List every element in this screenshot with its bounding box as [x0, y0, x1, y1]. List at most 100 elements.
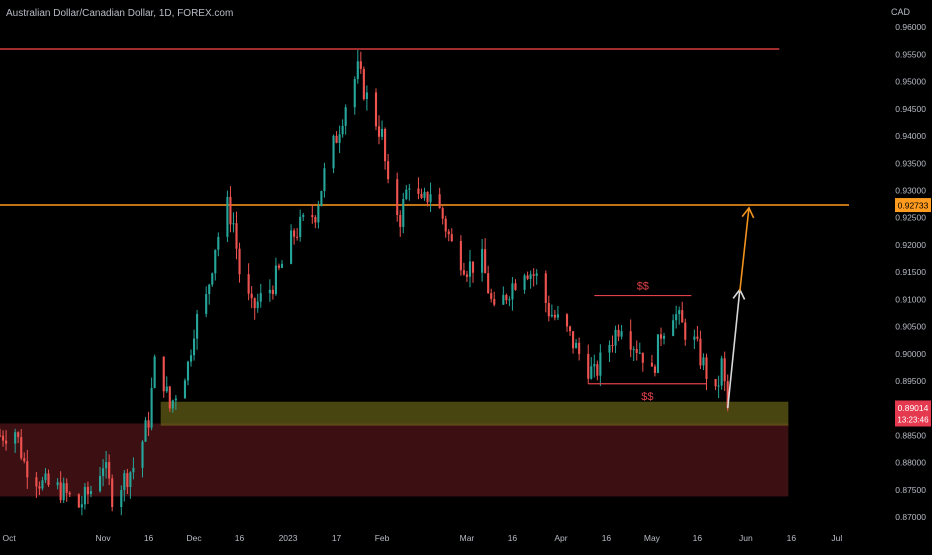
candle-body — [123, 473, 126, 491]
time-tick-label: Apr — [554, 533, 567, 543]
candle-body — [102, 468, 105, 476]
candle-body — [505, 294, 508, 301]
candle-body — [17, 432, 20, 438]
candle-body — [320, 191, 323, 206]
candle-body — [1, 435, 5, 441]
candle-body — [556, 314, 559, 318]
candle-body — [153, 356, 156, 388]
candle-body — [429, 194, 432, 203]
countdown-text: 13:23:46 — [897, 415, 929, 424]
price-tick-label: 0.87500 — [895, 485, 926, 495]
candle-body — [484, 249, 487, 274]
candle-body — [565, 314, 569, 327]
candle-body — [235, 223, 238, 249]
candle-body — [205, 294, 208, 314]
time-tick-label: 16 — [235, 533, 245, 543]
candle-body — [447, 231, 450, 235]
candle-body — [65, 483, 68, 493]
time-tick-label: Nov — [96, 533, 112, 543]
time-tick-label: 16 — [144, 533, 154, 543]
candle-body — [44, 473, 47, 481]
candle-body — [41, 480, 44, 489]
candle-body — [323, 168, 326, 192]
candle-body — [399, 214, 402, 227]
time-tick-label: Oct — [2, 533, 16, 543]
candle-body — [256, 301, 259, 309]
liquidity-label-1: $$ — [641, 391, 653, 403]
candle-body — [720, 358, 723, 386]
level-price-text: 0.92733 — [898, 201, 929, 211]
candle-body — [26, 461, 29, 478]
current-price-tag — [895, 400, 931, 427]
candle-body — [384, 128, 387, 162]
candle-body — [86, 486, 89, 495]
candle-body — [189, 355, 193, 362]
candle-body — [0, 435, 2, 437]
price-tick-label: 0.92000 — [895, 240, 926, 250]
candle-body — [196, 313, 199, 339]
candle-body — [408, 188, 411, 190]
candle-body — [508, 299, 511, 301]
candle-body — [317, 205, 320, 223]
zones-layer — [0, 401, 789, 497]
candle-body — [108, 462, 111, 479]
candle-body — [126, 473, 129, 488]
candle-body — [129, 472, 132, 488]
candle-body — [68, 492, 71, 495]
candle-body — [274, 265, 277, 295]
candle-body — [214, 249, 217, 274]
time-tick-label: Feb — [375, 533, 390, 543]
candle-body — [629, 331, 632, 350]
candle-body — [490, 293, 493, 299]
candle-body — [426, 191, 429, 203]
candle-body — [502, 294, 505, 305]
candle-body — [444, 218, 447, 232]
candle-body — [678, 310, 681, 315]
projection-arrowhead-1 — [741, 206, 755, 219]
candle-body — [374, 92, 378, 127]
candle-body — [714, 378, 717, 387]
candle-body — [553, 314, 556, 318]
price-tick-label: 0.92500 — [895, 213, 926, 223]
liquidity-label-0: $$ — [637, 281, 649, 293]
candle-body — [547, 302, 550, 317]
candle-body — [141, 441, 144, 468]
candle-body — [89, 491, 93, 495]
candle-body — [675, 314, 678, 321]
candle-body — [529, 274, 532, 279]
candle-body — [417, 188, 420, 194]
candle-body — [38, 486, 41, 489]
candle-body — [396, 179, 399, 215]
candle-body — [296, 236, 299, 238]
candle-body — [5, 440, 8, 444]
candle-body — [186, 361, 190, 381]
time-tick-label: 16 — [602, 533, 612, 543]
candle-body — [526, 275, 529, 279]
price-tick-label: 0.94000 — [895, 131, 926, 141]
price-labels-layer: 0.92733 0.89014 13:23:46 — [895, 198, 931, 427]
candle-body — [596, 364, 599, 376]
candle-body — [208, 284, 211, 295]
candle-body — [356, 61, 359, 80]
candle-body — [638, 352, 641, 354]
currency-label: CAD — [890, 7, 910, 17]
candle-body — [290, 230, 293, 264]
price-tick-label: 0.90500 — [895, 322, 926, 332]
candle-body — [23, 458, 26, 462]
demand-zone-1 — [160, 401, 789, 426]
price-tick-label: 0.96000 — [895, 22, 926, 32]
time-tick-label: Dec — [186, 533, 202, 543]
candle-body — [132, 467, 135, 473]
candle-body — [387, 161, 390, 180]
level-price-tag — [895, 198, 931, 213]
candles-layer — [0, 49, 729, 516]
candle-body — [544, 273, 547, 303]
candle-body — [83, 486, 86, 505]
annotations-layer: $$ $$ — [588, 206, 755, 409]
candle-body — [578, 342, 581, 354]
time-tick-label: Jul — [831, 533, 842, 543]
candle-body — [362, 68, 365, 100]
price-tick-label: 0.88000 — [895, 458, 926, 468]
